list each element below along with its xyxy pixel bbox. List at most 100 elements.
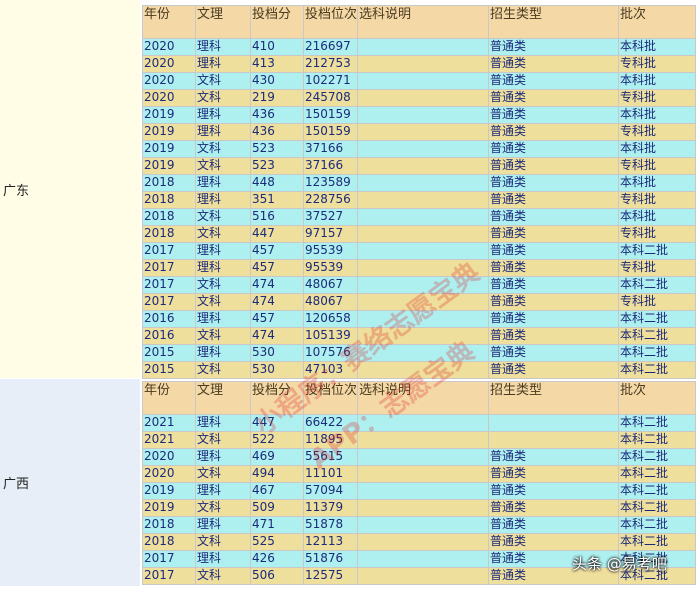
table-cell: 55615 xyxy=(303,448,358,466)
header-cell: 批次 xyxy=(618,381,696,415)
table-cell: 本科二批 xyxy=(618,533,696,551)
table-cell: 文科 xyxy=(195,499,251,517)
table-cell xyxy=(357,533,489,551)
table-cell: 150159 xyxy=(303,123,358,141)
table-cell: 文科 xyxy=(195,225,251,243)
table-cell xyxy=(357,567,489,585)
table-cell: 普通类 xyxy=(488,344,619,362)
table-cell: 普通类 xyxy=(488,38,619,56)
table-cell: 普通类 xyxy=(488,225,619,243)
table-cell: 494 xyxy=(250,465,304,483)
table-cell: 普通类 xyxy=(488,208,619,226)
table-cell: 2019 xyxy=(142,499,196,517)
table-cell: 文科 xyxy=(195,567,251,585)
table-cell xyxy=(357,157,489,175)
table-cell: 457 xyxy=(250,310,304,328)
table-cell: 2015 xyxy=(142,344,196,362)
table-cell: 11379 xyxy=(303,499,358,517)
table-cell: 普通类 xyxy=(488,327,619,345)
table-cell: 本科二批 xyxy=(618,276,696,294)
table-cell: 普通类 xyxy=(488,191,619,209)
table-cell: 普通类 xyxy=(488,310,619,328)
table-cell xyxy=(488,431,619,449)
table-cell: 专科批 xyxy=(618,293,696,311)
header-cell: 投档分 xyxy=(250,381,304,415)
table-cell: 509 xyxy=(250,499,304,517)
table-cell: 11101 xyxy=(303,465,358,483)
table-cell: 2021 xyxy=(142,414,196,432)
table-cell: 普通类 xyxy=(488,465,619,483)
table-cell: 123589 xyxy=(303,174,358,192)
table-cell xyxy=(357,174,489,192)
table-cell: 普通类 xyxy=(488,174,619,192)
table-cell: 普通类 xyxy=(488,448,619,466)
table-cell: 本科二批 xyxy=(618,361,696,379)
table-cell: 普通类 xyxy=(488,361,619,379)
header-cell: 年份 xyxy=(142,381,196,415)
table-cell: 本科二批 xyxy=(618,567,696,585)
table-cell: 普通类 xyxy=(488,123,619,141)
table-cell xyxy=(357,482,489,500)
table-cell: 理科 xyxy=(195,38,251,56)
table-cell xyxy=(357,140,489,158)
table-cell: 文科 xyxy=(195,533,251,551)
table-cell: 525 xyxy=(250,533,304,551)
table-cell: 理科 xyxy=(195,259,251,277)
table-cell: 530 xyxy=(250,344,304,362)
table-cell: 本科二批 xyxy=(618,431,696,449)
table-cell: 351 xyxy=(250,191,304,209)
table-cell: 57094 xyxy=(303,482,358,500)
table-cell: 专科批 xyxy=(618,123,696,141)
table-cell: 本科二批 xyxy=(618,242,696,260)
table-cell: 51876 xyxy=(303,550,358,568)
table-cell: 2019 xyxy=(142,157,196,175)
table-cell: 2020 xyxy=(142,72,196,90)
table-cell: 文科 xyxy=(195,293,251,311)
table-cell: 2017 xyxy=(142,550,196,568)
table-cell: 理科 xyxy=(195,123,251,141)
table-cell xyxy=(488,414,619,432)
table-cell: 245708 xyxy=(303,89,358,107)
table-cell: 469 xyxy=(250,448,304,466)
table-cell xyxy=(357,106,489,124)
table-cell: 12113 xyxy=(303,533,358,551)
table-cell: 普通类 xyxy=(488,533,619,551)
table-cell: 本科二批 xyxy=(618,499,696,517)
table-cell: 523 xyxy=(250,157,304,175)
table-cell xyxy=(357,38,489,56)
table-cell: 37527 xyxy=(303,208,358,226)
table-cell: 普通类 xyxy=(488,242,619,260)
table-cell xyxy=(357,242,489,260)
table-cell: 430 xyxy=(250,72,304,90)
table-cell: 文科 xyxy=(195,89,251,107)
table-cell: 97157 xyxy=(303,225,358,243)
table-cell: 2018 xyxy=(142,516,196,534)
table-cell: 本科二批 xyxy=(618,448,696,466)
table-cell xyxy=(357,499,489,517)
table-cell xyxy=(357,208,489,226)
table-cell: 12575 xyxy=(303,567,358,585)
table-cell: 410 xyxy=(250,38,304,56)
table-cell: 506 xyxy=(250,567,304,585)
table-cell: 120658 xyxy=(303,310,358,328)
table-cell: 专科批 xyxy=(618,191,696,209)
table-cell: 2018 xyxy=(142,225,196,243)
table-cell: 426 xyxy=(250,550,304,568)
header-cell: 投档分 xyxy=(250,5,304,39)
table-cell: 文科 xyxy=(195,72,251,90)
table-cell xyxy=(357,72,489,90)
table-cell: 普通类 xyxy=(488,499,619,517)
footer-credit: 头条 @易考吧 xyxy=(572,555,667,573)
table-cell: 457 xyxy=(250,242,304,260)
table-cell: 2019 xyxy=(142,123,196,141)
table-cell: 2016 xyxy=(142,327,196,345)
table-cell: 理科 xyxy=(195,55,251,73)
table-cell: 本科二批 xyxy=(618,344,696,362)
table-cell: 2017 xyxy=(142,276,196,294)
table-cell: 2020 xyxy=(142,89,196,107)
table-cell: 2018 xyxy=(142,174,196,192)
table-cell: 150159 xyxy=(303,106,358,124)
table-cell: 2017 xyxy=(142,293,196,311)
table-cell: 2018 xyxy=(142,533,196,551)
